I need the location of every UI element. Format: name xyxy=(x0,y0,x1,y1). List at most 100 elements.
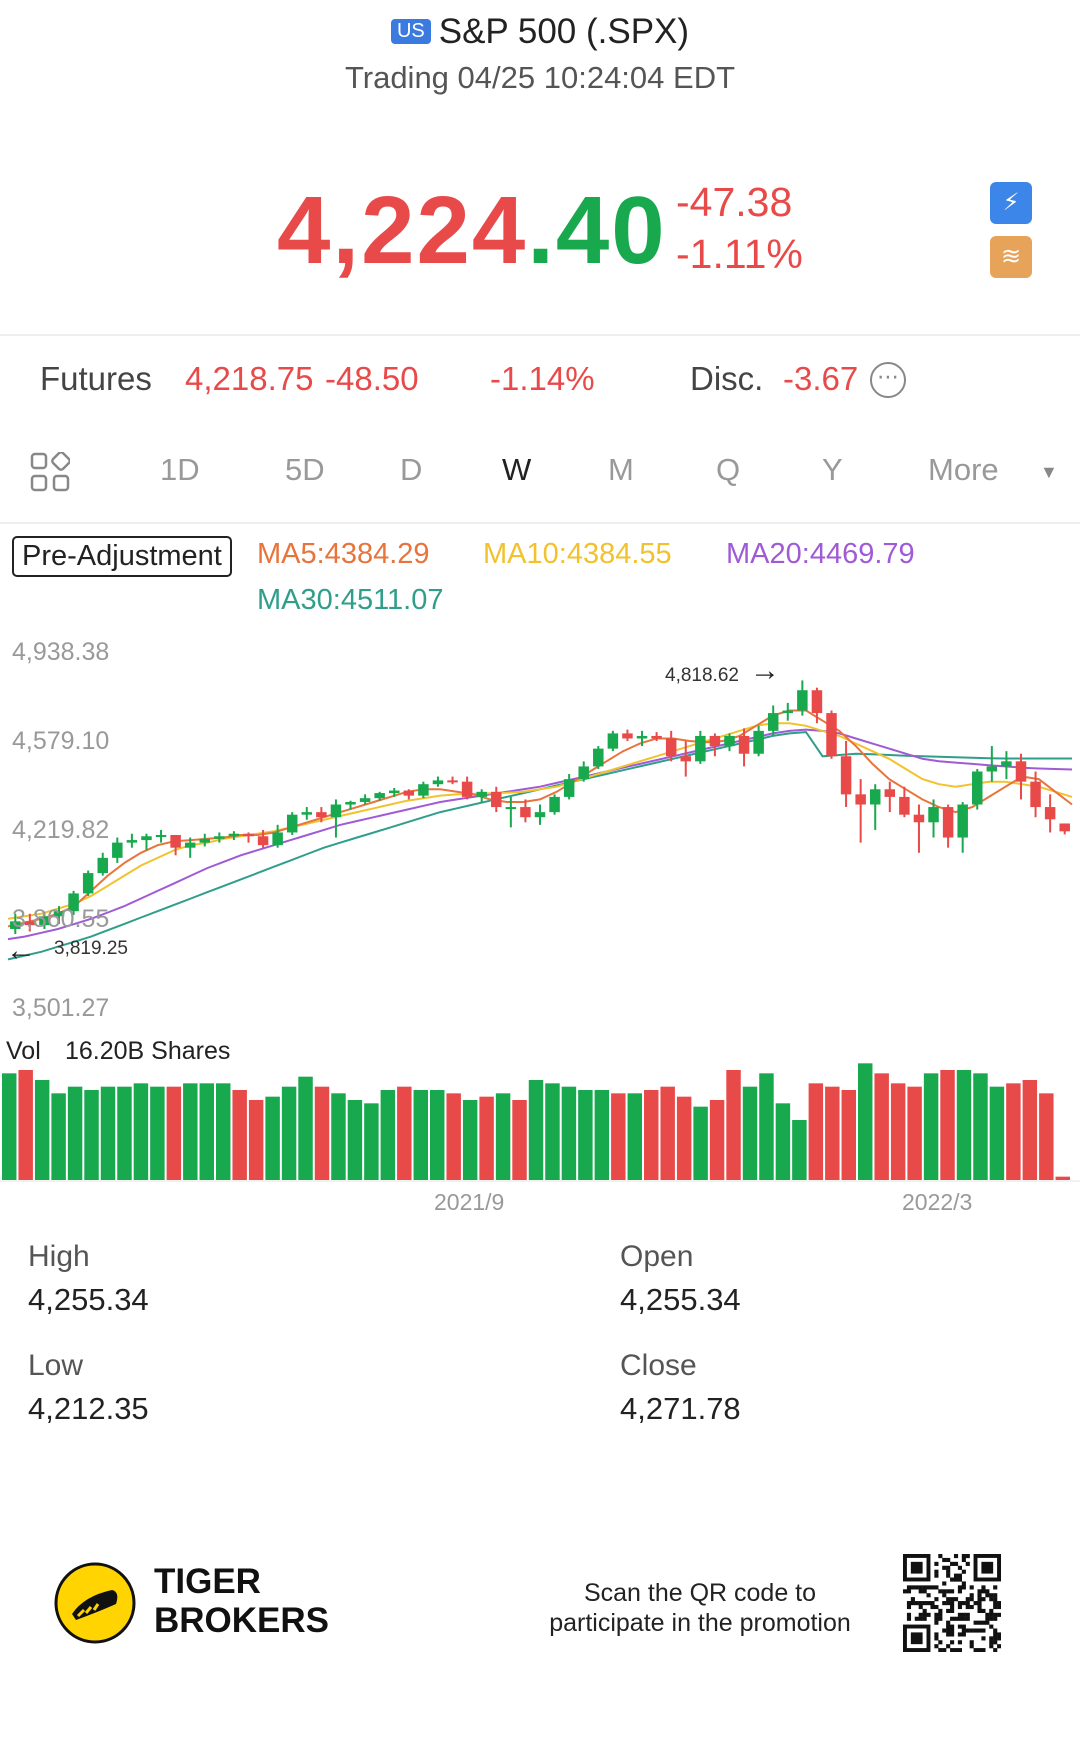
volume-bar xyxy=(940,1070,955,1180)
candle-body xyxy=(607,733,619,749)
candle-body xyxy=(1030,781,1041,808)
more-options-icon[interactable]: ⋯ xyxy=(870,362,906,398)
candle-body xyxy=(869,789,881,805)
layers-icon[interactable]: ≋ xyxy=(990,236,1032,278)
tab-y[interactable]: Y xyxy=(822,452,843,487)
futures-price: 4,218.75 xyxy=(185,360,314,397)
volume-bar xyxy=(512,1100,527,1180)
candle-body xyxy=(1044,807,1056,820)
candle-body xyxy=(184,842,196,848)
volume-bar xyxy=(18,1070,33,1180)
stat-close-label: Close xyxy=(620,1349,697,1382)
volume-bar xyxy=(100,1086,116,1180)
volume-bar xyxy=(462,1100,478,1180)
change-percent: -1.11% xyxy=(676,231,803,277)
volume-bar xyxy=(545,1083,560,1180)
qr-code xyxy=(903,1554,1001,1652)
volume-bar xyxy=(34,1080,50,1180)
tab-d[interactable]: D xyxy=(400,452,423,487)
tab-q[interactable]: Q xyxy=(716,452,741,487)
candle-body xyxy=(199,838,211,843)
divider xyxy=(0,334,1080,336)
volume-bar xyxy=(808,1083,824,1180)
candle-body xyxy=(986,766,998,772)
volume-bar xyxy=(907,1086,922,1180)
x-tick-label: 2022/3 xyxy=(902,1189,973,1215)
volume-bar xyxy=(528,1080,544,1180)
volume-bar xyxy=(775,1103,791,1180)
disc-value: -3.67 xyxy=(783,360,859,397)
candle-body xyxy=(840,756,852,795)
volume-bar xyxy=(841,1090,856,1180)
stat-close-value: 4,271.78 xyxy=(620,1391,741,1426)
futures-change-percent: -1.14% xyxy=(490,360,595,397)
stat-low-label: Low xyxy=(28,1349,84,1382)
candle-body xyxy=(855,794,866,805)
volume-bar xyxy=(150,1086,165,1180)
volume-bar xyxy=(331,1093,346,1180)
volume-bar xyxy=(347,1100,363,1180)
brand-name: TIGER BROKERS xyxy=(154,1562,329,1640)
candle-body xyxy=(155,834,167,837)
volume-bar xyxy=(792,1120,807,1180)
volume-bar xyxy=(594,1090,610,1180)
tab-m[interactable]: M xyxy=(608,452,634,487)
candle-body xyxy=(972,771,983,805)
tab-w[interactable]: W xyxy=(502,452,532,487)
candle-body xyxy=(957,804,968,838)
last-price: 4,224.40 xyxy=(277,177,667,284)
volume-bar xyxy=(216,1083,231,1180)
volume-bar xyxy=(660,1086,675,1180)
candle-body xyxy=(330,804,342,818)
kline-chart[interactable] xyxy=(0,620,1080,1220)
volume-bar xyxy=(644,1090,659,1180)
lightning-order-icon[interactable]: ⚡ xyxy=(990,182,1032,224)
volume-bar xyxy=(923,1073,939,1180)
candle-body xyxy=(928,807,939,823)
tab-1d[interactable]: 1D xyxy=(160,452,200,487)
volume-bar xyxy=(611,1093,626,1180)
stat-open-label: Open xyxy=(620,1240,694,1273)
volume-bar xyxy=(956,1070,972,1180)
candle-body xyxy=(578,766,589,780)
candle-body xyxy=(622,733,633,739)
volume-bar xyxy=(183,1083,198,1180)
pre-adjustment-toggle[interactable]: Pre-Adjustment xyxy=(12,536,232,577)
candle-body xyxy=(170,834,181,848)
tab-5d[interactable]: 5D xyxy=(285,452,325,487)
period-low-label: 3,819.25 xyxy=(54,938,128,959)
volume-label: Vol xyxy=(6,1037,41,1065)
volume-bar xyxy=(890,1083,906,1180)
candle-body xyxy=(811,690,823,714)
candle-body xyxy=(913,814,925,823)
grid-layout-icon[interactable] xyxy=(30,451,71,492)
volume-bar xyxy=(265,1096,280,1180)
chevron-down-icon[interactable]: ▼ xyxy=(1040,462,1058,482)
volume-bar xyxy=(199,1083,214,1180)
volume-bar xyxy=(84,1090,99,1180)
volume-bar xyxy=(1039,1093,1054,1180)
candle-body xyxy=(593,748,604,767)
tab-more[interactable]: More xyxy=(928,452,999,487)
volume-bar xyxy=(364,1103,379,1180)
ma10-value: MA10:4384.55 xyxy=(483,538,672,570)
volume-bar xyxy=(413,1090,428,1180)
futures-change: -48.50 xyxy=(325,360,419,397)
candle-body xyxy=(1015,761,1027,782)
volume-bar xyxy=(693,1106,708,1180)
candle-body xyxy=(228,833,240,837)
price-change: -47.38 -1.11% xyxy=(676,176,803,280)
volume-bar xyxy=(133,1083,149,1180)
candle-body xyxy=(797,690,808,711)
promo-line-2: participate in the promotion xyxy=(549,1609,851,1637)
volume-bar xyxy=(858,1063,873,1180)
candle-body xyxy=(738,735,750,754)
change-value: -47.38 xyxy=(676,179,793,225)
disc-label: Disc. xyxy=(690,360,764,397)
candle-body xyxy=(563,779,575,797)
volume-bar xyxy=(248,1100,264,1180)
candle-body xyxy=(476,791,487,797)
candle-body xyxy=(724,735,735,747)
candle-body xyxy=(243,833,254,837)
y-tick-label: 4,938.38 xyxy=(12,638,110,666)
